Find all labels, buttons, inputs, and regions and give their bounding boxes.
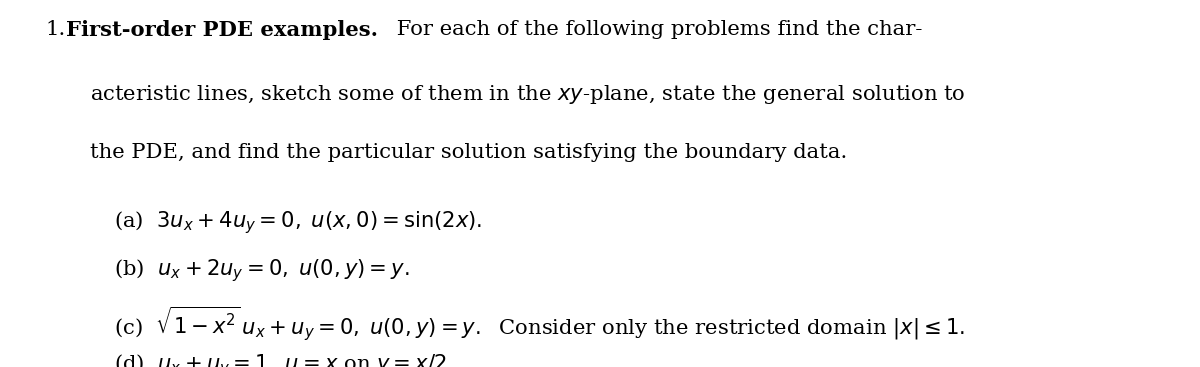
Text: (b)  $u_x + 2u_y = 0,\; u(0, y) = y.$: (b) $u_x + 2u_y = 0,\; u(0, y) = y.$ [114,257,409,284]
Text: 1.: 1. [46,20,66,39]
Text: the PDE, and find the particular solution satisfying the boundary data.: the PDE, and find the particular solutio… [90,143,847,162]
Text: (c)  $\sqrt{1 - x^2}\, u_x + u_y = 0,\; u(0, y) = y.$  Consider only the restric: (c) $\sqrt{1 - x^2}\, u_x + u_y = 0,\; u… [114,305,965,344]
Text: acteristic lines, sketch some of them in the $xy$-plane, state the general solut: acteristic lines, sketch some of them in… [90,83,966,106]
Text: For each of the following problems find the char-: For each of the following problems find … [390,20,923,39]
Text: First-order PDE examples.: First-order PDE examples. [66,20,378,40]
Text: (a)  $3u_x + 4u_y = 0,\; u(x, 0) = \sin(2x).$: (a) $3u_x + 4u_y = 0,\; u(x, 0) = \sin(2… [114,209,482,236]
Text: (d)  $u_x + u_y = 1,\; u = x$ on $y = x/2.$: (d) $u_x + u_y = 1,\; u = x$ on $y = x/2… [114,352,454,367]
